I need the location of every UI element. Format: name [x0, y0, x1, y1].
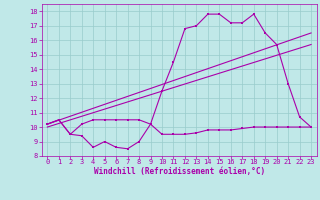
X-axis label: Windchill (Refroidissement éolien,°C): Windchill (Refroidissement éolien,°C) — [94, 167, 265, 176]
